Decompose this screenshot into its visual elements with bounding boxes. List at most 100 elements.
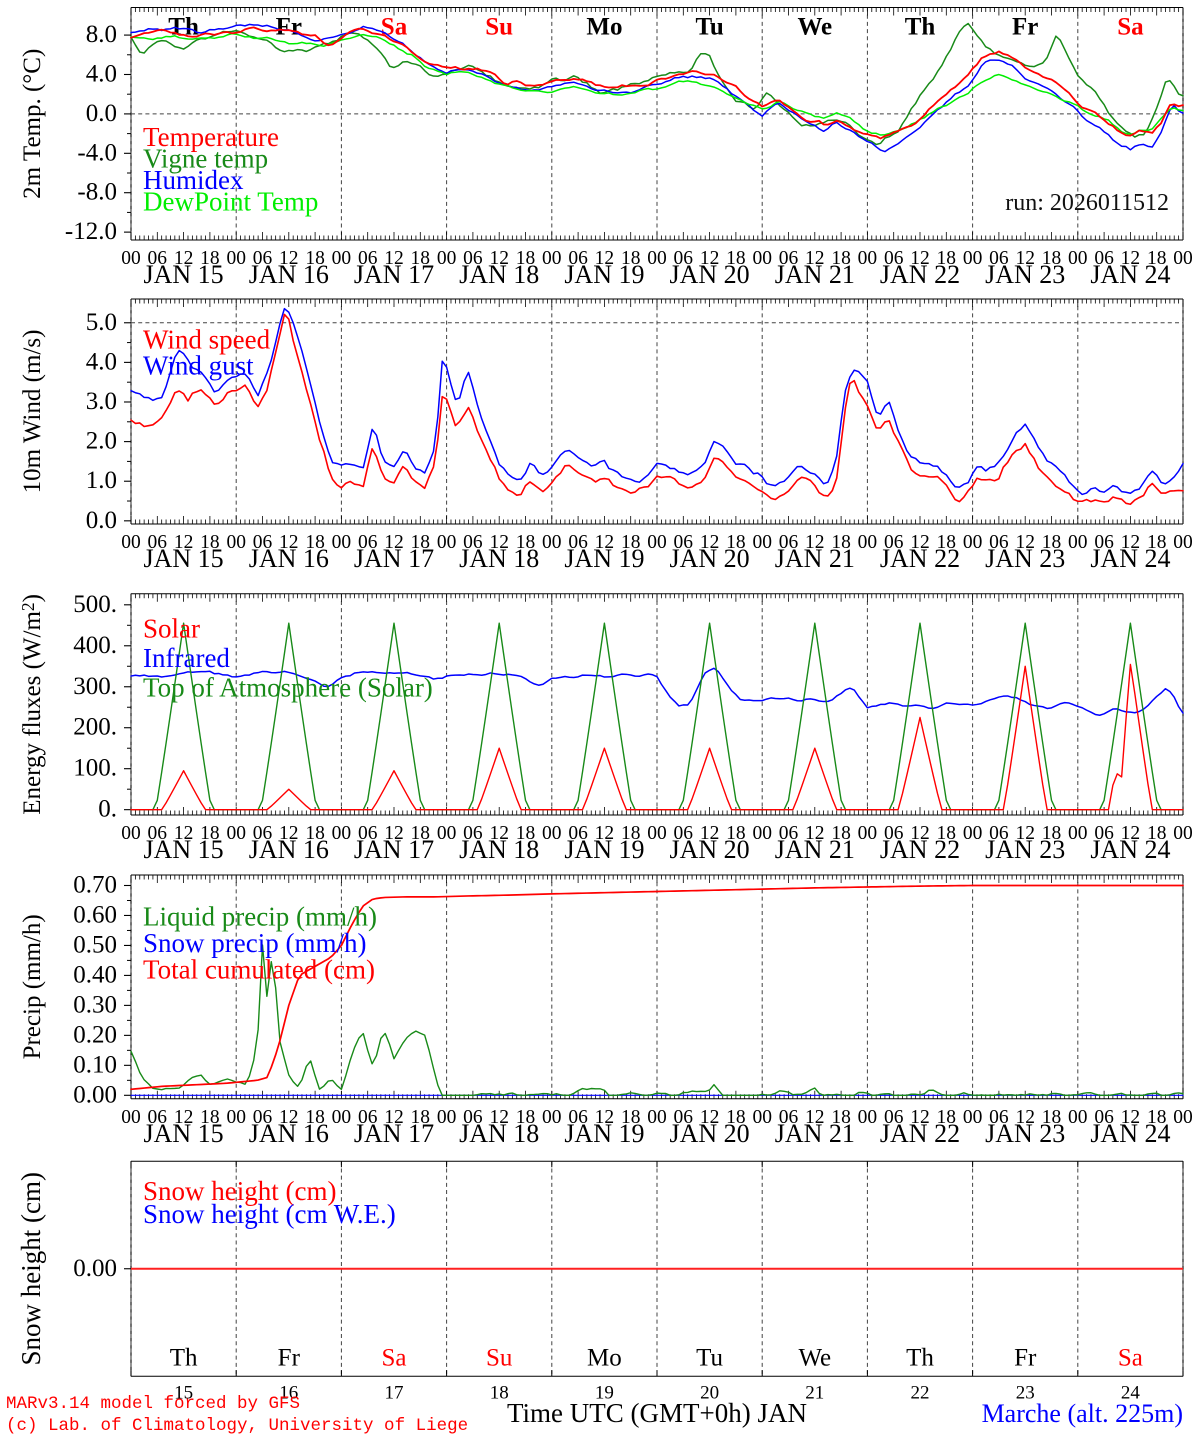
svg-text:00: 00 bbox=[121, 532, 141, 553]
svg-text:run: 2026011512: run: 2026011512 bbox=[1005, 190, 1169, 216]
svg-text:-8.0: -8.0 bbox=[77, 179, 117, 206]
svg-text:00: 00 bbox=[1173, 532, 1193, 553]
svg-text:JAN 16: JAN 16 bbox=[249, 1119, 329, 1148]
svg-text:00: 00 bbox=[752, 248, 772, 269]
svg-text:Energy fluxes (W/m2): Energy fluxes (W/m2) bbox=[18, 594, 46, 815]
svg-text:JAN 24: JAN 24 bbox=[1090, 260, 1170, 289]
svg-text:300.: 300. bbox=[73, 673, 117, 700]
svg-text:Total cumulated (cm): Total cumulated (cm) bbox=[143, 955, 375, 985]
svg-text:JAN 20: JAN 20 bbox=[670, 835, 750, 864]
svg-text:We: We bbox=[798, 1344, 831, 1371]
svg-text:00: 00 bbox=[858, 1107, 878, 1128]
svg-text:JAN 19: JAN 19 bbox=[564, 835, 644, 864]
svg-text:Snow height (cm W.E.): Snow height (cm W.E.) bbox=[143, 1199, 396, 1229]
svg-text:Mo: Mo bbox=[587, 1344, 622, 1371]
svg-text:00: 00 bbox=[226, 823, 246, 844]
svg-text:0.10: 0.10 bbox=[73, 1051, 117, 1078]
svg-text:0.0: 0.0 bbox=[86, 100, 117, 127]
svg-text:00: 00 bbox=[1068, 248, 1088, 269]
svg-text:JAN 22: JAN 22 bbox=[880, 1119, 960, 1148]
svg-text:0.20: 0.20 bbox=[73, 1021, 117, 1048]
svg-text:JAN 20: JAN 20 bbox=[670, 1119, 750, 1148]
svg-text:Sa: Sa bbox=[1117, 14, 1144, 41]
svg-text:00: 00 bbox=[963, 823, 983, 844]
svg-text:00: 00 bbox=[226, 248, 246, 269]
svg-text:Top of Atmosphere (Solar): Top of Atmosphere (Solar) bbox=[143, 673, 433, 703]
svg-text:0.00: 0.00 bbox=[73, 1081, 117, 1108]
svg-text:Tu: Tu bbox=[695, 14, 723, 41]
svg-text:Th: Th bbox=[906, 1344, 934, 1371]
svg-text:Liquid precip (mm/h): Liquid precip (mm/h) bbox=[143, 902, 377, 932]
svg-text:500.: 500. bbox=[73, 591, 117, 618]
svg-text:00: 00 bbox=[542, 1107, 562, 1128]
svg-text:18: 18 bbox=[490, 1382, 509, 1403]
svg-text:00: 00 bbox=[332, 532, 352, 553]
svg-text:00: 00 bbox=[647, 248, 667, 269]
svg-text:00: 00 bbox=[752, 532, 772, 553]
svg-text:MARv3.14 model forced by GFS: MARv3.14 model forced by GFS bbox=[6, 1394, 300, 1414]
svg-text:00: 00 bbox=[963, 1107, 983, 1128]
svg-text:00: 00 bbox=[437, 532, 457, 553]
svg-text:JAN 15: JAN 15 bbox=[144, 835, 224, 864]
svg-text:00: 00 bbox=[647, 532, 667, 553]
svg-text:(c) Lab. of Climatology, Unive: (c) Lab. of Climatology, University of L… bbox=[6, 1416, 468, 1436]
svg-text:0.00: 0.00 bbox=[73, 1255, 117, 1282]
svg-text:JAN 17: JAN 17 bbox=[354, 544, 434, 573]
svg-text:00: 00 bbox=[542, 823, 562, 844]
svg-text:Fr: Fr bbox=[276, 14, 302, 41]
svg-text:10m Wind (m/s): 10m Wind (m/s) bbox=[19, 330, 46, 494]
svg-text:00: 00 bbox=[963, 532, 983, 553]
svg-text:JAN 15: JAN 15 bbox=[144, 544, 224, 573]
svg-text:JAN 16: JAN 16 bbox=[249, 544, 329, 573]
svg-text:2m Temp. (°C): 2m Temp. (°C) bbox=[19, 49, 46, 199]
svg-text:Th: Th bbox=[905, 14, 936, 41]
svg-text:JAN 15: JAN 15 bbox=[144, 260, 224, 289]
svg-text:Snow precip (mm/h): Snow precip (mm/h) bbox=[143, 928, 366, 958]
svg-text:1.0: 1.0 bbox=[86, 467, 117, 494]
svg-text:Solar: Solar bbox=[143, 614, 200, 644]
svg-text:200.: 200. bbox=[73, 714, 117, 741]
svg-text:00: 00 bbox=[1068, 823, 1088, 844]
svg-text:Tu: Tu bbox=[696, 1344, 723, 1371]
svg-text:JAN 16: JAN 16 bbox=[249, 835, 329, 864]
svg-text:00: 00 bbox=[647, 1107, 667, 1128]
svg-text:21: 21 bbox=[805, 1382, 824, 1403]
svg-text:Su: Su bbox=[486, 1344, 513, 1371]
svg-text:00: 00 bbox=[121, 823, 141, 844]
svg-text:00: 00 bbox=[542, 532, 562, 553]
svg-text:We: We bbox=[797, 14, 832, 41]
svg-text:Su: Su bbox=[485, 14, 513, 41]
svg-text:JAN 19: JAN 19 bbox=[564, 260, 644, 289]
svg-text:00: 00 bbox=[1173, 1107, 1193, 1128]
svg-text:JAN 21: JAN 21 bbox=[775, 544, 855, 573]
svg-text:JAN 17: JAN 17 bbox=[354, 835, 434, 864]
svg-text:2.0: 2.0 bbox=[86, 428, 117, 455]
svg-text:17: 17 bbox=[385, 1382, 404, 1403]
svg-text:0.0: 0.0 bbox=[86, 507, 117, 534]
svg-text:-12.0: -12.0 bbox=[65, 218, 117, 245]
svg-text:JAN 17: JAN 17 bbox=[354, 1119, 434, 1148]
svg-text:00: 00 bbox=[647, 823, 667, 844]
svg-text:JAN 18: JAN 18 bbox=[459, 260, 539, 289]
svg-text:JAN 22: JAN 22 bbox=[880, 544, 960, 573]
svg-text:00: 00 bbox=[858, 823, 878, 844]
svg-text:JAN 19: JAN 19 bbox=[564, 544, 644, 573]
svg-text:Th: Th bbox=[170, 1344, 198, 1371]
svg-text:JAN 23: JAN 23 bbox=[985, 1119, 1065, 1148]
svg-text:JAN 18: JAN 18 bbox=[459, 835, 539, 864]
svg-text:00: 00 bbox=[1068, 532, 1088, 553]
svg-text:JAN 24: JAN 24 bbox=[1090, 1119, 1170, 1148]
svg-text:00: 00 bbox=[121, 248, 141, 269]
svg-text:JAN 18: JAN 18 bbox=[459, 1119, 539, 1148]
svg-text:0.30: 0.30 bbox=[73, 991, 117, 1018]
svg-text:Infrared: Infrared bbox=[143, 643, 230, 673]
svg-text:00: 00 bbox=[1068, 1107, 1088, 1128]
svg-text:3.0: 3.0 bbox=[86, 388, 117, 415]
svg-text:JAN 24: JAN 24 bbox=[1090, 544, 1170, 573]
svg-text:8.0: 8.0 bbox=[86, 21, 117, 48]
svg-text:Time UTC (GMT+0h) JAN: Time UTC (GMT+0h) JAN bbox=[507, 1398, 807, 1428]
svg-text:JAN 18: JAN 18 bbox=[459, 544, 539, 573]
svg-text:4.0: 4.0 bbox=[86, 348, 117, 375]
svg-text:JAN 23: JAN 23 bbox=[985, 260, 1065, 289]
svg-text:JAN 20: JAN 20 bbox=[670, 544, 750, 573]
